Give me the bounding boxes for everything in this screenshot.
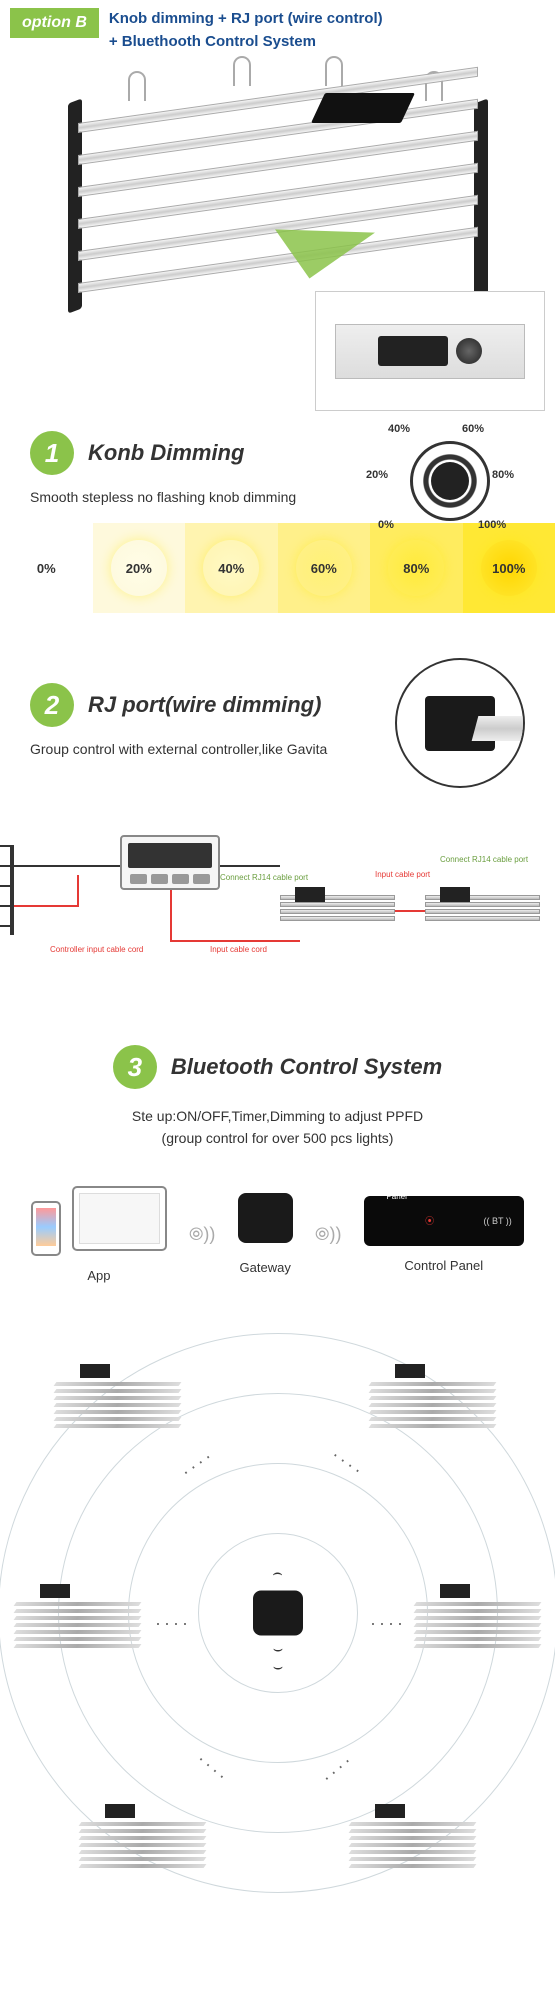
dial-label: 40% (388, 423, 410, 435)
connection-dots: ···· (155, 1613, 191, 1634)
brightness-cell: 0% (0, 523, 93, 613)
brightness-cell: 40% (185, 523, 278, 613)
signal-icon: ⦾)) (189, 1224, 215, 1245)
section-number-badge: 1 (30, 431, 74, 475)
section-3: 3 Bluetooth Control System Ste up:ON/OFF… (0, 1035, 555, 1913)
wire-label: Connect RJ14 cable port (440, 855, 528, 864)
dial-label: 80% (492, 469, 514, 481)
wiring-diagram: Controller input cable cord Input cable … (10, 815, 545, 985)
mesh-diagram: ⌢⌢ ⌢⌢ ························ (0, 1313, 555, 1913)
header: option B Knob dimming + RJ port (wire co… (0, 0, 555, 61)
dial-label: 100% (478, 519, 506, 531)
section-subtitle: Ste up:ON/OFF,Timer,Dimming to adjust PP… (0, 1099, 555, 1156)
tablet-icon (72, 1186, 167, 1251)
option-badge: option B (10, 8, 99, 38)
header-title: Knob dimming + RJ port (wire control) + … (109, 8, 383, 53)
hero-image (0, 61, 555, 421)
brightness-cell: 60% (278, 523, 371, 613)
wire-label: Connect RJ14 cable port (220, 873, 308, 882)
hanger-icon (128, 71, 146, 101)
mesh-hub (253, 1590, 303, 1635)
mesh-light-unit (350, 1808, 475, 1871)
signal-icon: ⦾)) (315, 1224, 341, 1245)
dial-label: 0% (378, 519, 394, 531)
gateway-icon (238, 1193, 293, 1243)
brightness-cell: 20% (93, 523, 186, 613)
section-2: 2 RJ port(wire dimming) Group control wi… (0, 673, 555, 985)
panel-device: Control Panel ⦿ (( BT )) Control Panel (364, 1196, 524, 1273)
section-title: RJ port(wire dimming) (88, 692, 321, 718)
wire-label: Input cable port (375, 870, 430, 879)
phone-icon (31, 1201, 61, 1256)
device-row: App ⦾)) Gateway ⦾)) Control Panel ⦿ (( B… (0, 1156, 555, 1293)
control-panel: Control Panel ⦿ (( BT )) (364, 1196, 524, 1246)
dial-label: 60% (462, 423, 484, 435)
hanger-icon (233, 56, 251, 86)
external-controller (120, 835, 220, 890)
driver-box (311, 93, 415, 123)
app-device: App (31, 1186, 166, 1283)
rj-port-detail (395, 658, 525, 788)
mesh-light-unit (415, 1588, 540, 1651)
hanger-icon (325, 56, 343, 86)
callout-detail (315, 291, 545, 411)
connection-dots: ···· (370, 1613, 406, 1634)
section-number-badge: 2 (30, 683, 74, 727)
wire-label: Input cable cord (210, 945, 267, 954)
light-unit (280, 895, 395, 940)
light-unit (425, 895, 540, 940)
section-title: Konb Dimming (88, 440, 244, 466)
mesh-light-unit (80, 1808, 205, 1871)
knob-dial-diagram: 0%20%40%60%80%100% (380, 411, 520, 551)
knob-detail (456, 338, 482, 364)
section-number-badge: 3 (113, 1045, 157, 1089)
section-1: 1 Konb Dimming Smooth stepless no flashi… (0, 421, 555, 523)
mesh-light-unit (370, 1368, 495, 1431)
section-title: Bluetooth Control System (171, 1054, 442, 1080)
dial-label: 20% (366, 469, 388, 481)
rj-port-icon (425, 696, 495, 751)
mesh-light-unit (15, 1588, 140, 1651)
gateway-device: Gateway (238, 1193, 293, 1275)
wall-outlet (10, 845, 14, 935)
wifi-icon: ⌢⌢ (272, 1641, 283, 1677)
driver-detail (378, 336, 448, 366)
mesh-light-unit (55, 1368, 180, 1431)
wire-label: Controller input cable cord (50, 945, 143, 954)
